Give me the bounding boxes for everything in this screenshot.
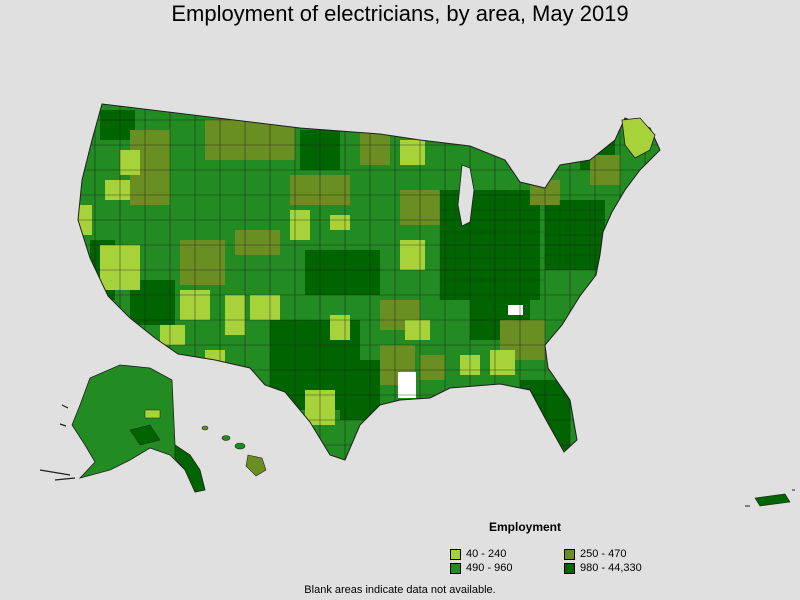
footnote: Blank areas indicate data not available.	[304, 584, 496, 596]
legend-label: 250 - 470	[580, 548, 627, 560]
legend-label: 490 - 960	[466, 562, 513, 574]
legend-swatch	[564, 548, 575, 560]
legend-item-490-960: 490 - 960	[450, 562, 564, 574]
hawaii	[201, 425, 267, 477]
legend-label: 40 - 240	[466, 548, 507, 560]
lower-48-outline	[77, 103, 661, 461]
legend-swatch	[450, 562, 461, 574]
alaska	[39, 364, 206, 493]
legend-label: 980 - 44,330	[580, 562, 642, 574]
map-title: Employment of electricians, by area, May…	[171, 1, 629, 26]
legend-item-250-470: 250 - 470	[564, 548, 674, 560]
legend: Employment 40 - 240 250 - 470 490 - 960 …	[450, 520, 650, 574]
lake-michigan	[457, 164, 475, 227]
maine-region	[621, 117, 656, 159]
virgin-islands-marks	[745, 489, 795, 507]
legend-item-40-240: 40 - 240	[450, 548, 564, 560]
puerto-rico	[754, 493, 791, 507]
legend-item-980-44330: 980 - 44,330	[564, 562, 674, 574]
legend-swatch	[564, 562, 575, 574]
legend-swatch	[450, 548, 461, 560]
legend-title: Employment	[488, 520, 561, 534]
